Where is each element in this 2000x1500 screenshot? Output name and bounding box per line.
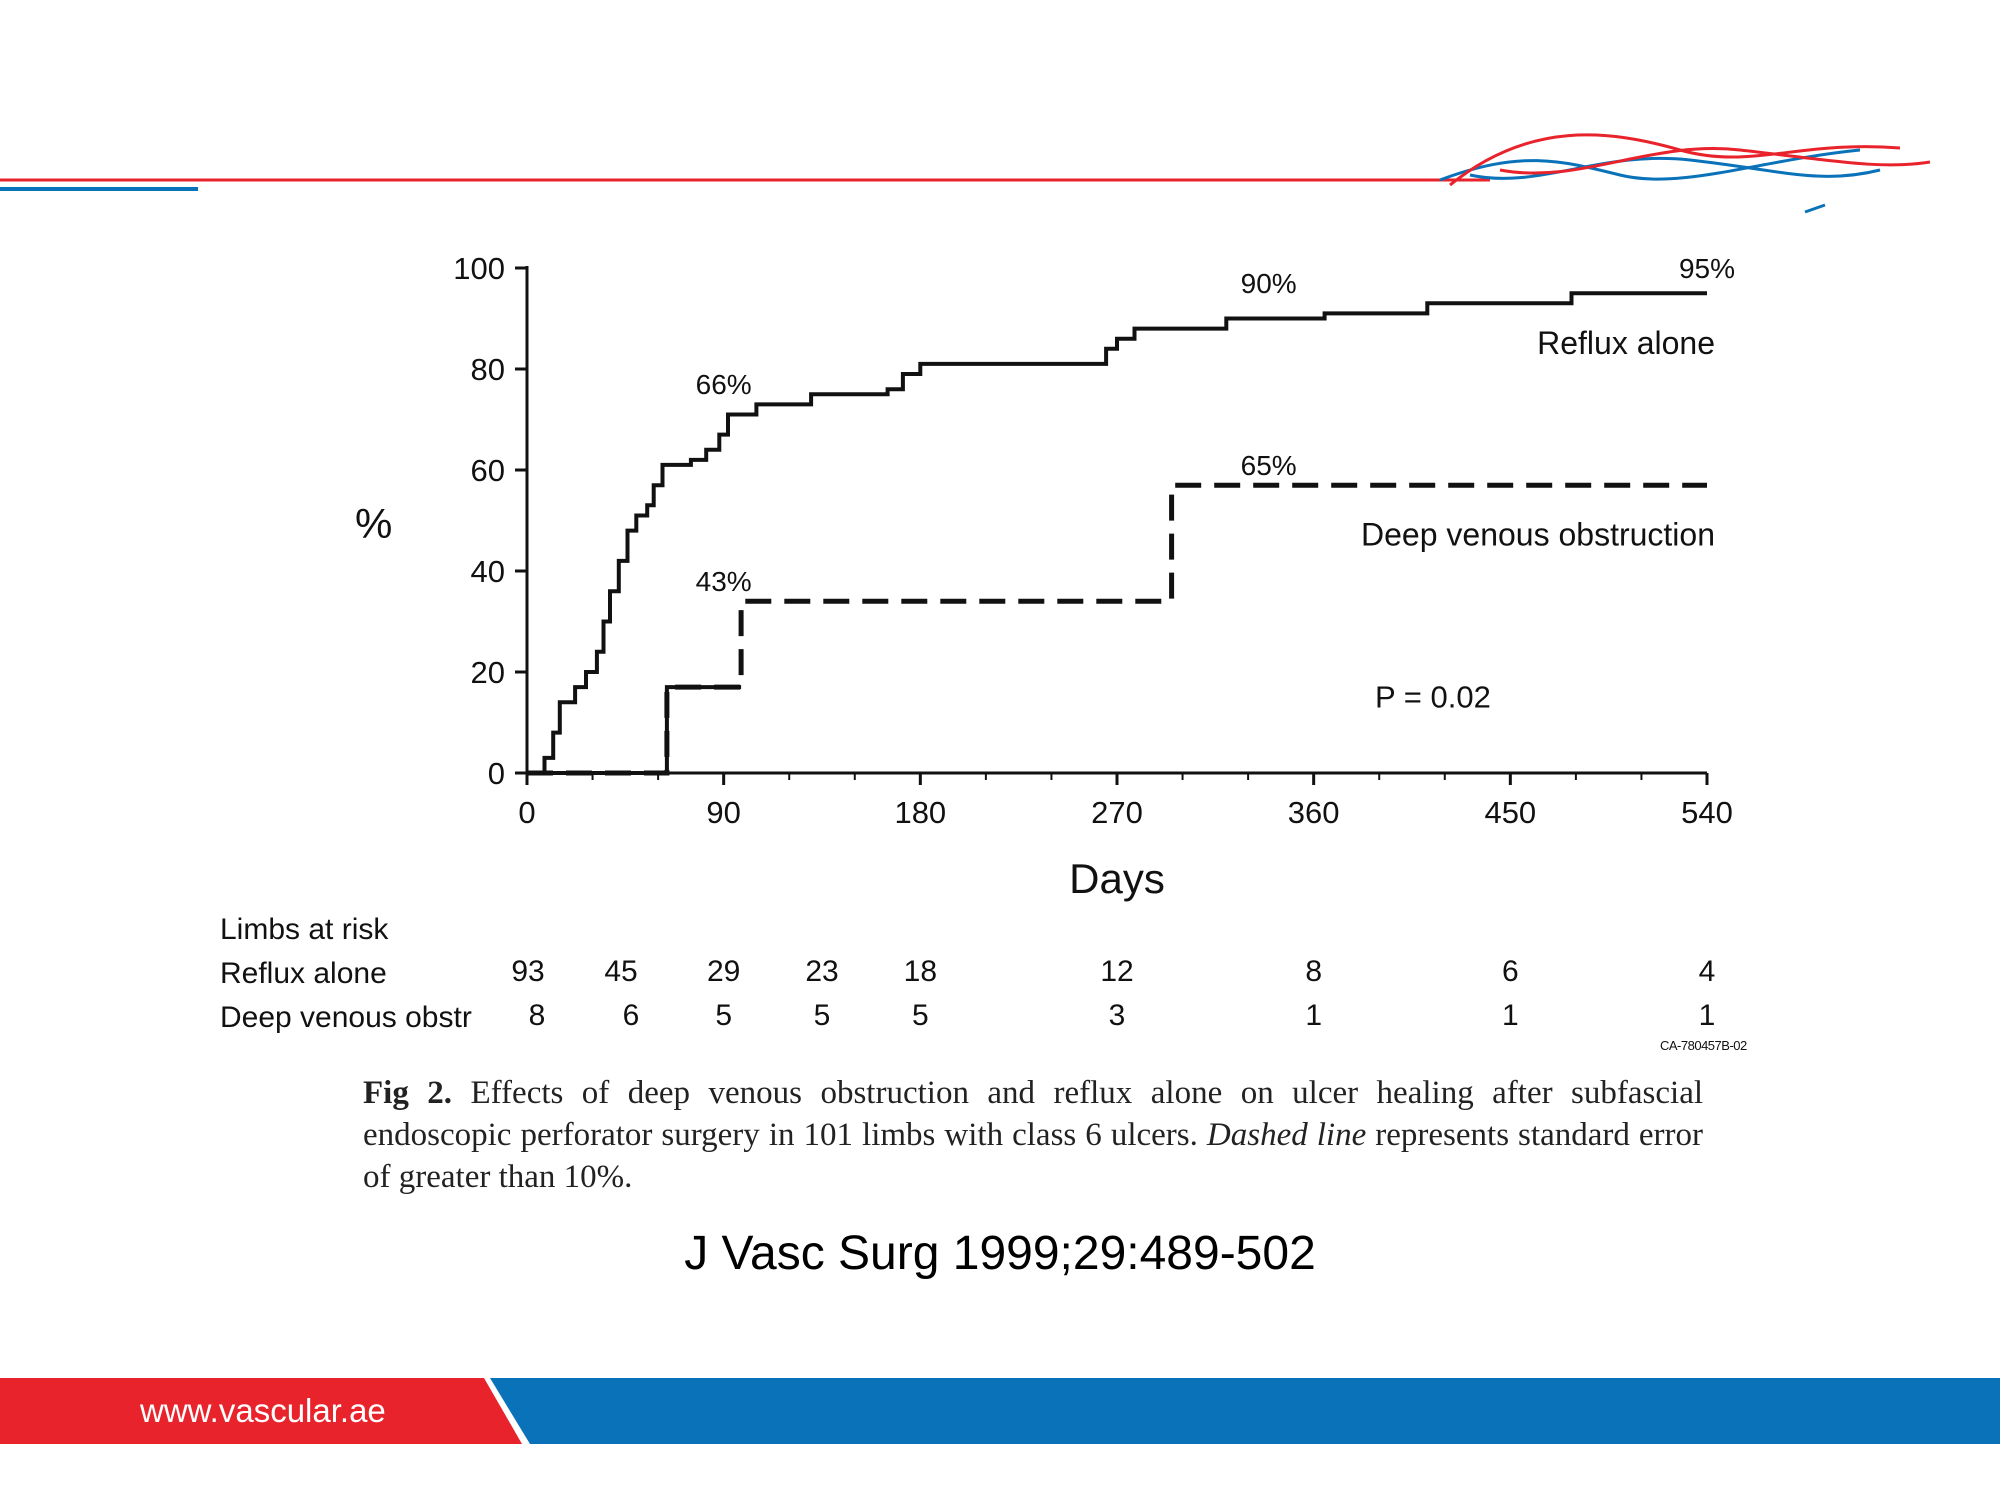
risk-value: 12: [1100, 955, 1134, 988]
chart-annotation: P = 0.02: [1375, 679, 1491, 714]
risk-value: 8: [528, 999, 546, 1032]
x-axis-label: Days: [1069, 855, 1165, 902]
caption-text-2: represents standard error of greater tha…: [363, 1117, 1703, 1195]
chart-annotation: 95%: [1679, 253, 1735, 284]
x-tick-label: 180: [894, 795, 946, 830]
chart-annotation: 90%: [1241, 268, 1297, 299]
y-axis-label: %: [355, 500, 393, 547]
series-line-reflux: [527, 291, 1707, 775]
y-tick-label: 20: [471, 655, 505, 690]
x-tick-label: 0: [518, 795, 535, 830]
risk-value: 5: [813, 999, 831, 1032]
chart-annotation: 65%: [1241, 450, 1297, 481]
risk-value: 5: [715, 999, 732, 1032]
y-tick-label: 100: [453, 251, 505, 286]
y-tick-label: 0: [488, 756, 505, 791]
risk-value: 6: [622, 999, 640, 1032]
risk-row-label-reflux: Reflux alone: [220, 957, 387, 990]
risk-value: 93: [511, 955, 545, 988]
y-tick-label: 40: [471, 554, 505, 589]
series-line-deep-venous-start: [527, 685, 742, 775]
y-tick-label: 60: [471, 453, 505, 488]
series-line-deep-venous: [527, 482, 1707, 776]
chart-annotation: Deep venous obstruction: [1361, 517, 1715, 553]
chart-annotation: 66%: [696, 369, 752, 400]
footer-blue-band: [490, 1378, 2000, 1444]
risk-value: 45: [604, 955, 638, 988]
risk-value: 5: [911, 999, 929, 1032]
risk-value: 1: [1501, 999, 1519, 1032]
risk-row-label-deep: Deep venous obstr: [220, 1001, 472, 1034]
figure-caption: Fig 2. Effects of deep venous obstructio…: [363, 1072, 1703, 1198]
x-tick-label: 540: [1681, 795, 1733, 830]
risk-value: 1: [1305, 999, 1322, 1032]
vein-swirl-icon: [1439, 133, 1931, 214]
y-tick-label: 80: [471, 352, 505, 387]
website-link[interactable]: www.vascular.ae: [140, 1392, 386, 1429]
risk-value: 6: [1501, 955, 1519, 988]
citation: J Vasc Surg 1999;29:489-502: [684, 1227, 1316, 1280]
chart-annotation: Reflux alone: [1537, 325, 1715, 361]
risk-value: 18: [903, 955, 938, 988]
risk-value: 29: [706, 955, 741, 988]
chart-annotation: 43%: [696, 566, 752, 597]
footer-red-band: [0, 1378, 522, 1444]
risk-value: 3: [1108, 999, 1126, 1032]
risk-value: 1: [1698, 999, 1716, 1032]
limbs-at-risk-title: Limbs at risk: [220, 913, 389, 946]
risk-value: 23: [805, 955, 839, 988]
x-tick-label: 270: [1091, 795, 1143, 830]
x-tick-label: 360: [1288, 795, 1340, 830]
x-tick-label: 90: [706, 795, 740, 830]
caption-text-1: Effects of deep venous obstruction and r…: [363, 1075, 1704, 1153]
caption-label: Fig 2.: [363, 1075, 453, 1111]
risk-value: 8: [1305, 955, 1322, 988]
x-tick-label: 450: [1484, 795, 1536, 830]
figure-code: CA-780457B-02: [1660, 1038, 1747, 1053]
risk-value: 4: [1698, 955, 1716, 988]
caption-italic: Dashed line: [1206, 1117, 1367, 1153]
